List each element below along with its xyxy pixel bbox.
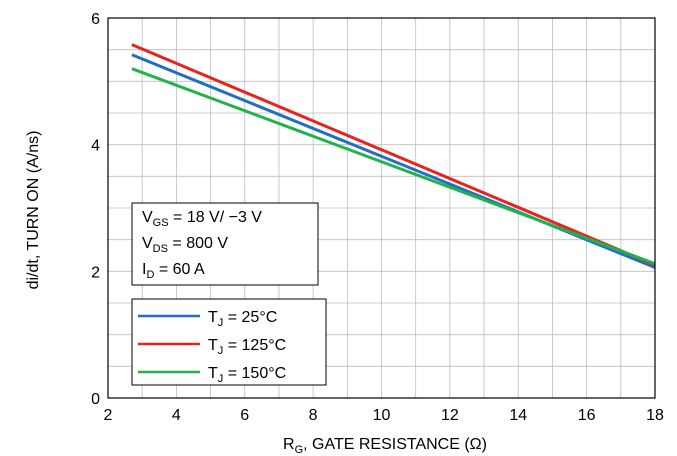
series-line-150c [131,67,656,266]
y-tick-label: 4 [91,138,100,155]
plot-frame [107,17,656,399]
legend-label-125c: TJ = 125°C [208,337,286,357]
condition-vds: VDS = 800 V [142,235,228,255]
legend-label-25c: TJ = 25°C [208,309,277,329]
y-axis-label: di/dt, TURN ON (A/ns) [25,131,42,290]
conditions-box: VGS = 18 V/ −3 V VDS = 800 V ID = 60 A [131,202,319,286]
y-tick-label: 6 [91,11,100,28]
x-tick-labels: 2 4 6 8 10 12 14 16 18 [104,407,664,424]
legend-label-150c: TJ = 150°C [208,365,286,385]
y-tick-label: 2 [91,264,100,281]
series-layer [131,43,656,269]
x-axis-label: RG, GATE RESISTANCE (Ω) [283,436,487,456]
x-tick-label: 14 [509,407,527,424]
x-tick-label: 6 [240,407,249,424]
series-line-125c [131,43,656,267]
x-tick-label: 16 [578,407,596,424]
x-tick-label: 10 [373,407,391,424]
y-tick-label: 0 [91,391,100,408]
x-tick-label: 18 [646,407,664,424]
x-tick-label: 4 [172,407,181,424]
condition-id: ID = 60 A [142,261,205,281]
condition-vgs: VGS = 18 V/ −3 V [142,209,262,229]
x-tick-label: 2 [104,407,113,424]
y-tick-labels: 0 2 4 6 [91,11,100,408]
grid [108,18,655,398]
x-tick-label: 8 [309,407,318,424]
legend: TJ = 25°C TJ = 125°C TJ = 150°C [131,298,327,386]
x-tick-label: 12 [441,407,459,424]
